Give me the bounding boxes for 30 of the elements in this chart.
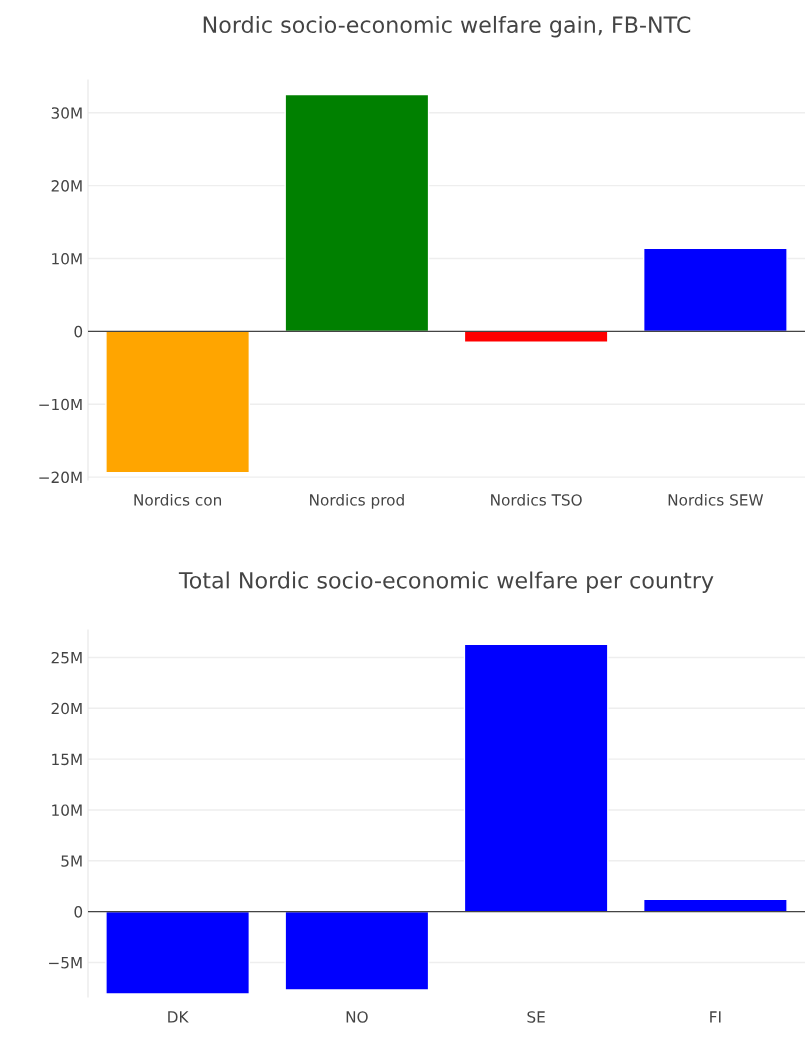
x-tick-label: Nordics TSO <box>491 493 582 506</box>
bar <box>463 643 609 913</box>
x-tick-label: FI <box>710 1011 721 1023</box>
bar <box>284 93 430 333</box>
y-tick-label: 20M <box>51 180 82 192</box>
y-tick-label: −20M <box>39 471 82 484</box>
y-tick-label: 0 <box>74 325 83 338</box>
y-tick-label: 25M <box>51 651 82 664</box>
x-tick-label: DK <box>168 1011 189 1023</box>
y-tick-label: 10M <box>52 804 82 816</box>
y-tick-label: 15M <box>52 753 82 766</box>
chart-title: Nordic socio-economic welfare gain, FB-NTC <box>203 15 691 38</box>
chart-title: Total Nordic socio-economic welfare per country <box>178 571 714 593</box>
y-tick-label: −5M <box>49 957 82 969</box>
bar <box>105 330 251 474</box>
y-tick-label: 5M <box>61 855 82 867</box>
x-tick-label: Nordics SEW <box>668 493 764 506</box>
x-tick-label: Nordics con <box>134 493 222 506</box>
bar <box>642 247 788 333</box>
x-tick-label: SE <box>527 1011 545 1023</box>
y-tick-label: 30M <box>51 107 82 119</box>
y-tick-label: 10M <box>52 252 82 265</box>
bar <box>284 910 430 991</box>
x-tick-label: Nordics prod <box>310 493 404 509</box>
y-tick-label: 0 <box>74 906 83 918</box>
bar <box>463 330 609 343</box>
x-tick-label: NO <box>346 1011 368 1023</box>
bar <box>105 910 251 995</box>
y-tick-label: 20M <box>51 702 82 715</box>
y-tick-label: −10M <box>39 398 82 411</box>
